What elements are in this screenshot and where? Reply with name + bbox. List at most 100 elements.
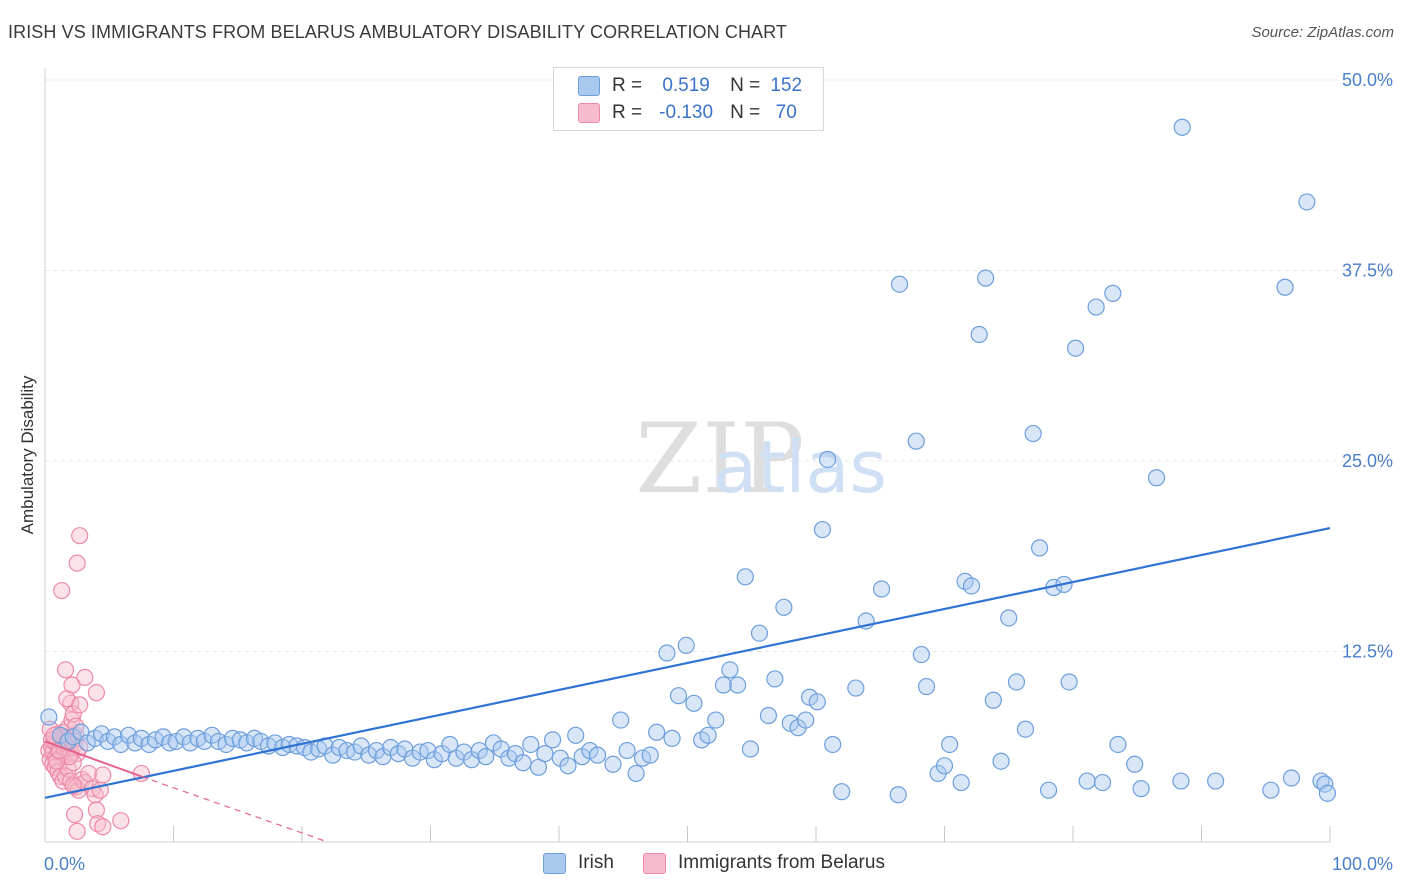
belarus-point xyxy=(94,818,112,836)
watermark-atlas: atlas xyxy=(713,425,887,509)
legend-n-value: 70 xyxy=(775,102,797,123)
irish-point xyxy=(917,677,936,696)
belarus-point xyxy=(56,661,75,679)
irish-point xyxy=(1039,781,1058,799)
belarus-swatch xyxy=(643,852,666,874)
series-legend: Irish Immigrants from Belarus xyxy=(0,852,1406,876)
legend-r-label: R = xyxy=(612,75,643,96)
irish-swatch xyxy=(543,852,566,874)
irish-point xyxy=(1024,424,1042,443)
y-tick-label: 25.0% xyxy=(1342,451,1393,471)
irish-point xyxy=(663,729,681,747)
irish-point xyxy=(984,691,1002,709)
chart-source: Source: ZipAtlas.com xyxy=(1251,24,1394,41)
belarus-point xyxy=(45,726,63,744)
irish-point xyxy=(1147,469,1166,487)
belarus-point xyxy=(63,676,81,694)
x-tick-label: 0.0% xyxy=(44,854,85,874)
irish-point xyxy=(1132,780,1150,798)
correlation-legend: R = 0.519 N = 152 R = -0.130 N = 70 xyxy=(553,67,824,131)
irish-point xyxy=(935,757,954,775)
belarus-point xyxy=(71,696,89,714)
irish-point xyxy=(775,598,793,616)
belarus-trend-line xyxy=(44,740,142,778)
irish-point xyxy=(1016,720,1035,738)
belarus-point xyxy=(89,815,107,833)
irish-point xyxy=(1104,284,1122,302)
irish-point xyxy=(813,520,832,539)
legend-row-belarus: R = -0.130 N = 70 xyxy=(578,100,812,126)
legend-r-label: R = xyxy=(612,102,643,123)
irish-point xyxy=(952,773,970,792)
irish-point xyxy=(1060,673,1078,691)
irish-point xyxy=(1087,298,1105,316)
y-tick-label: 12.5% xyxy=(1342,642,1393,662)
irish-point xyxy=(941,735,959,754)
irish-point xyxy=(797,711,815,729)
irish-point xyxy=(567,726,585,744)
irish-point xyxy=(641,746,659,764)
y-tick-label: 37.5% xyxy=(1342,261,1393,281)
legend-belarus-label: Immigrants from Belarus xyxy=(678,852,885,873)
x-tick-label: 100.0% xyxy=(1332,854,1393,874)
belarus-point xyxy=(47,752,66,770)
irish-point xyxy=(470,741,488,760)
irish-point xyxy=(658,644,676,662)
legend-n-label: N = xyxy=(730,75,761,96)
irish-point xyxy=(1066,339,1085,357)
belarus-point xyxy=(64,777,82,795)
irish-point xyxy=(612,711,630,729)
irish-point xyxy=(714,676,733,694)
irish-point xyxy=(419,741,437,760)
irish-point xyxy=(741,740,760,758)
irish-point xyxy=(1030,539,1049,557)
irish-point xyxy=(707,711,725,729)
belarus-point xyxy=(87,684,106,702)
irish-point xyxy=(648,723,666,741)
irish-point xyxy=(669,687,688,705)
irish-point xyxy=(543,731,562,749)
irish-point xyxy=(1093,773,1112,792)
irish-point xyxy=(175,728,193,746)
irish-point xyxy=(367,741,386,760)
axes xyxy=(44,68,1331,843)
legend-r-value: 0.519 xyxy=(662,75,710,96)
irish-point xyxy=(1318,784,1337,802)
irish-point xyxy=(1172,772,1190,790)
tick-labels: 12.5% 25.0% 37.5% 50.0% 0.0% 100.0% xyxy=(44,70,1393,874)
belarus-point xyxy=(68,822,86,840)
irish-point xyxy=(847,679,865,697)
legend-n-value: 152 xyxy=(770,75,803,96)
irish-point xyxy=(750,624,769,642)
irish-point xyxy=(872,580,891,598)
irish-point xyxy=(699,726,717,744)
irish-point xyxy=(1282,769,1301,787)
irish-point xyxy=(766,670,784,688)
legend-n-label: N = xyxy=(730,102,761,123)
irish-point xyxy=(1207,772,1225,790)
irish-point xyxy=(1173,118,1191,136)
irish-point xyxy=(736,568,754,586)
irish-point xyxy=(588,746,607,764)
irish-point xyxy=(1078,772,1096,790)
grid-lines xyxy=(45,79,1395,652)
irish-point xyxy=(890,275,909,293)
belarus-point xyxy=(50,741,68,760)
belarus-point xyxy=(53,581,71,600)
irish-point xyxy=(627,764,645,783)
legend-item-irish[interactable]: Irish xyxy=(543,852,614,874)
irish-point xyxy=(970,325,988,344)
legend-item-belarus[interactable]: Immigrants from Belarus xyxy=(643,852,885,874)
irish-point xyxy=(912,645,930,664)
irish-point xyxy=(1276,278,1294,296)
irish-trend-line xyxy=(44,526,1331,799)
irish-point xyxy=(604,755,622,773)
irish-point xyxy=(161,734,179,752)
irish-point xyxy=(203,726,221,744)
belarus-point xyxy=(80,764,98,783)
irish-point xyxy=(685,694,703,712)
legend-row-irish: R = 0.519 N = 152 xyxy=(578,73,812,99)
irish-point xyxy=(1126,755,1144,773)
irish-point xyxy=(721,661,739,679)
